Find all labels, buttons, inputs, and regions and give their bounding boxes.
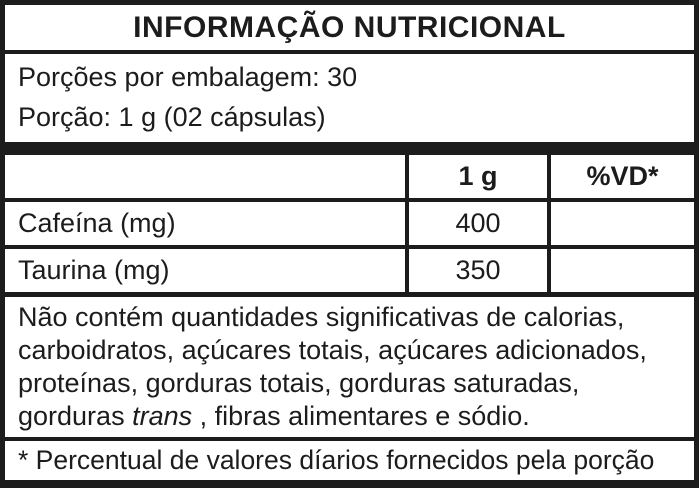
serving-info: Porções por embalagem: 30 Porção: 1 g (0… xyxy=(5,54,694,142)
note-line: proteínas, gorduras totais, gorduras sat… xyxy=(18,368,580,398)
note-text: gorduras xyxy=(18,401,133,431)
note-line: carboidratos, açúcares totais, açúcares … xyxy=(18,335,647,365)
nutrient-daily-value xyxy=(547,249,694,292)
table-top-bar xyxy=(5,142,694,155)
servings-per-package: Porções por embalagem: 30 xyxy=(18,62,358,92)
footnote-divider xyxy=(5,437,694,441)
title-divider xyxy=(5,50,694,54)
table-row: Taurina (mg) 350 xyxy=(5,249,694,297)
note-line: Não contém quantidades significativas de… xyxy=(18,302,625,332)
table-header-row: 1 g %VD* xyxy=(5,155,694,202)
nutrient-name: Cafeína (mg) xyxy=(18,208,176,238)
label-title: INFORMAÇÃO NUTRICIONAL xyxy=(133,11,566,44)
header-amount: 1 g xyxy=(405,155,547,198)
nutrient-amount: 400 xyxy=(405,202,547,245)
nutrient-name: Taurina (mg) xyxy=(18,255,170,285)
nutrient-daily-value xyxy=(547,202,694,245)
nutrition-table: 1 g %VD* Cafeína (mg) 400 Taurina (mg) 3… xyxy=(5,155,694,297)
nutrient-amount: 350 xyxy=(405,249,547,292)
note-text-italic: trans xyxy=(132,401,193,431)
note-line: gorduras trans , fibras alimentares e só… xyxy=(18,400,681,433)
serving-size: Porção: 1 g (02 cápsulas) xyxy=(18,102,326,132)
table-row: Cafeína (mg) 400 xyxy=(5,202,694,249)
no-significant-amounts-note: Não contém quantidades significativas de… xyxy=(5,297,694,437)
footnote: * Percentual de valores díarios fornecid… xyxy=(18,445,655,475)
note-text: , fibras alimentares e sódio. xyxy=(192,401,530,431)
header-daily-value: %VD* xyxy=(547,155,694,198)
